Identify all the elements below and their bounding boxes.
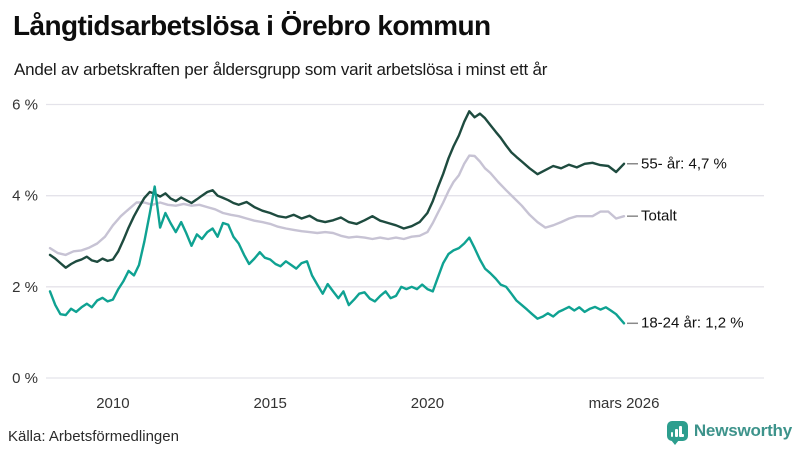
y-axis-tick-label: 4 % (12, 188, 38, 205)
source-note: Källa: Arbetsförmedlingen (8, 428, 179, 445)
y-axis-tick-label: 0 % (12, 370, 38, 387)
x-axis-tick-label: mars 2026 (589, 395, 660, 412)
newsworthy-brand-link[interactable]: Newsworthy (666, 421, 792, 445)
series-end-label-totalt: Totalt (641, 207, 677, 225)
y-axis-tick-label: 6 % (12, 97, 38, 114)
series-end-label-18-24: 18-24 år: 1,2 % (641, 314, 744, 332)
newsworthy-logo-icon (666, 421, 688, 445)
x-axis-tick-label: 2010 (96, 395, 129, 412)
series-line-18-24 år (48, 185, 626, 325)
x-axis-tick-label: 2020 (411, 395, 444, 412)
series-line-55- år (48, 110, 626, 269)
page-title: Långtidsarbetslösa i Örebro kommun (13, 10, 491, 41)
page-subtitle: Andel av arbetskraften per åldersgrupp s… (14, 60, 548, 79)
y-axis-tick-label: 2 % (12, 279, 38, 296)
series-end-label-55: 55- år: 4,7 % (641, 155, 727, 173)
series-line-Totalt (48, 154, 626, 257)
brand-name: Newsworthy (693, 421, 792, 440)
x-axis-tick-label: 2015 (253, 395, 286, 412)
